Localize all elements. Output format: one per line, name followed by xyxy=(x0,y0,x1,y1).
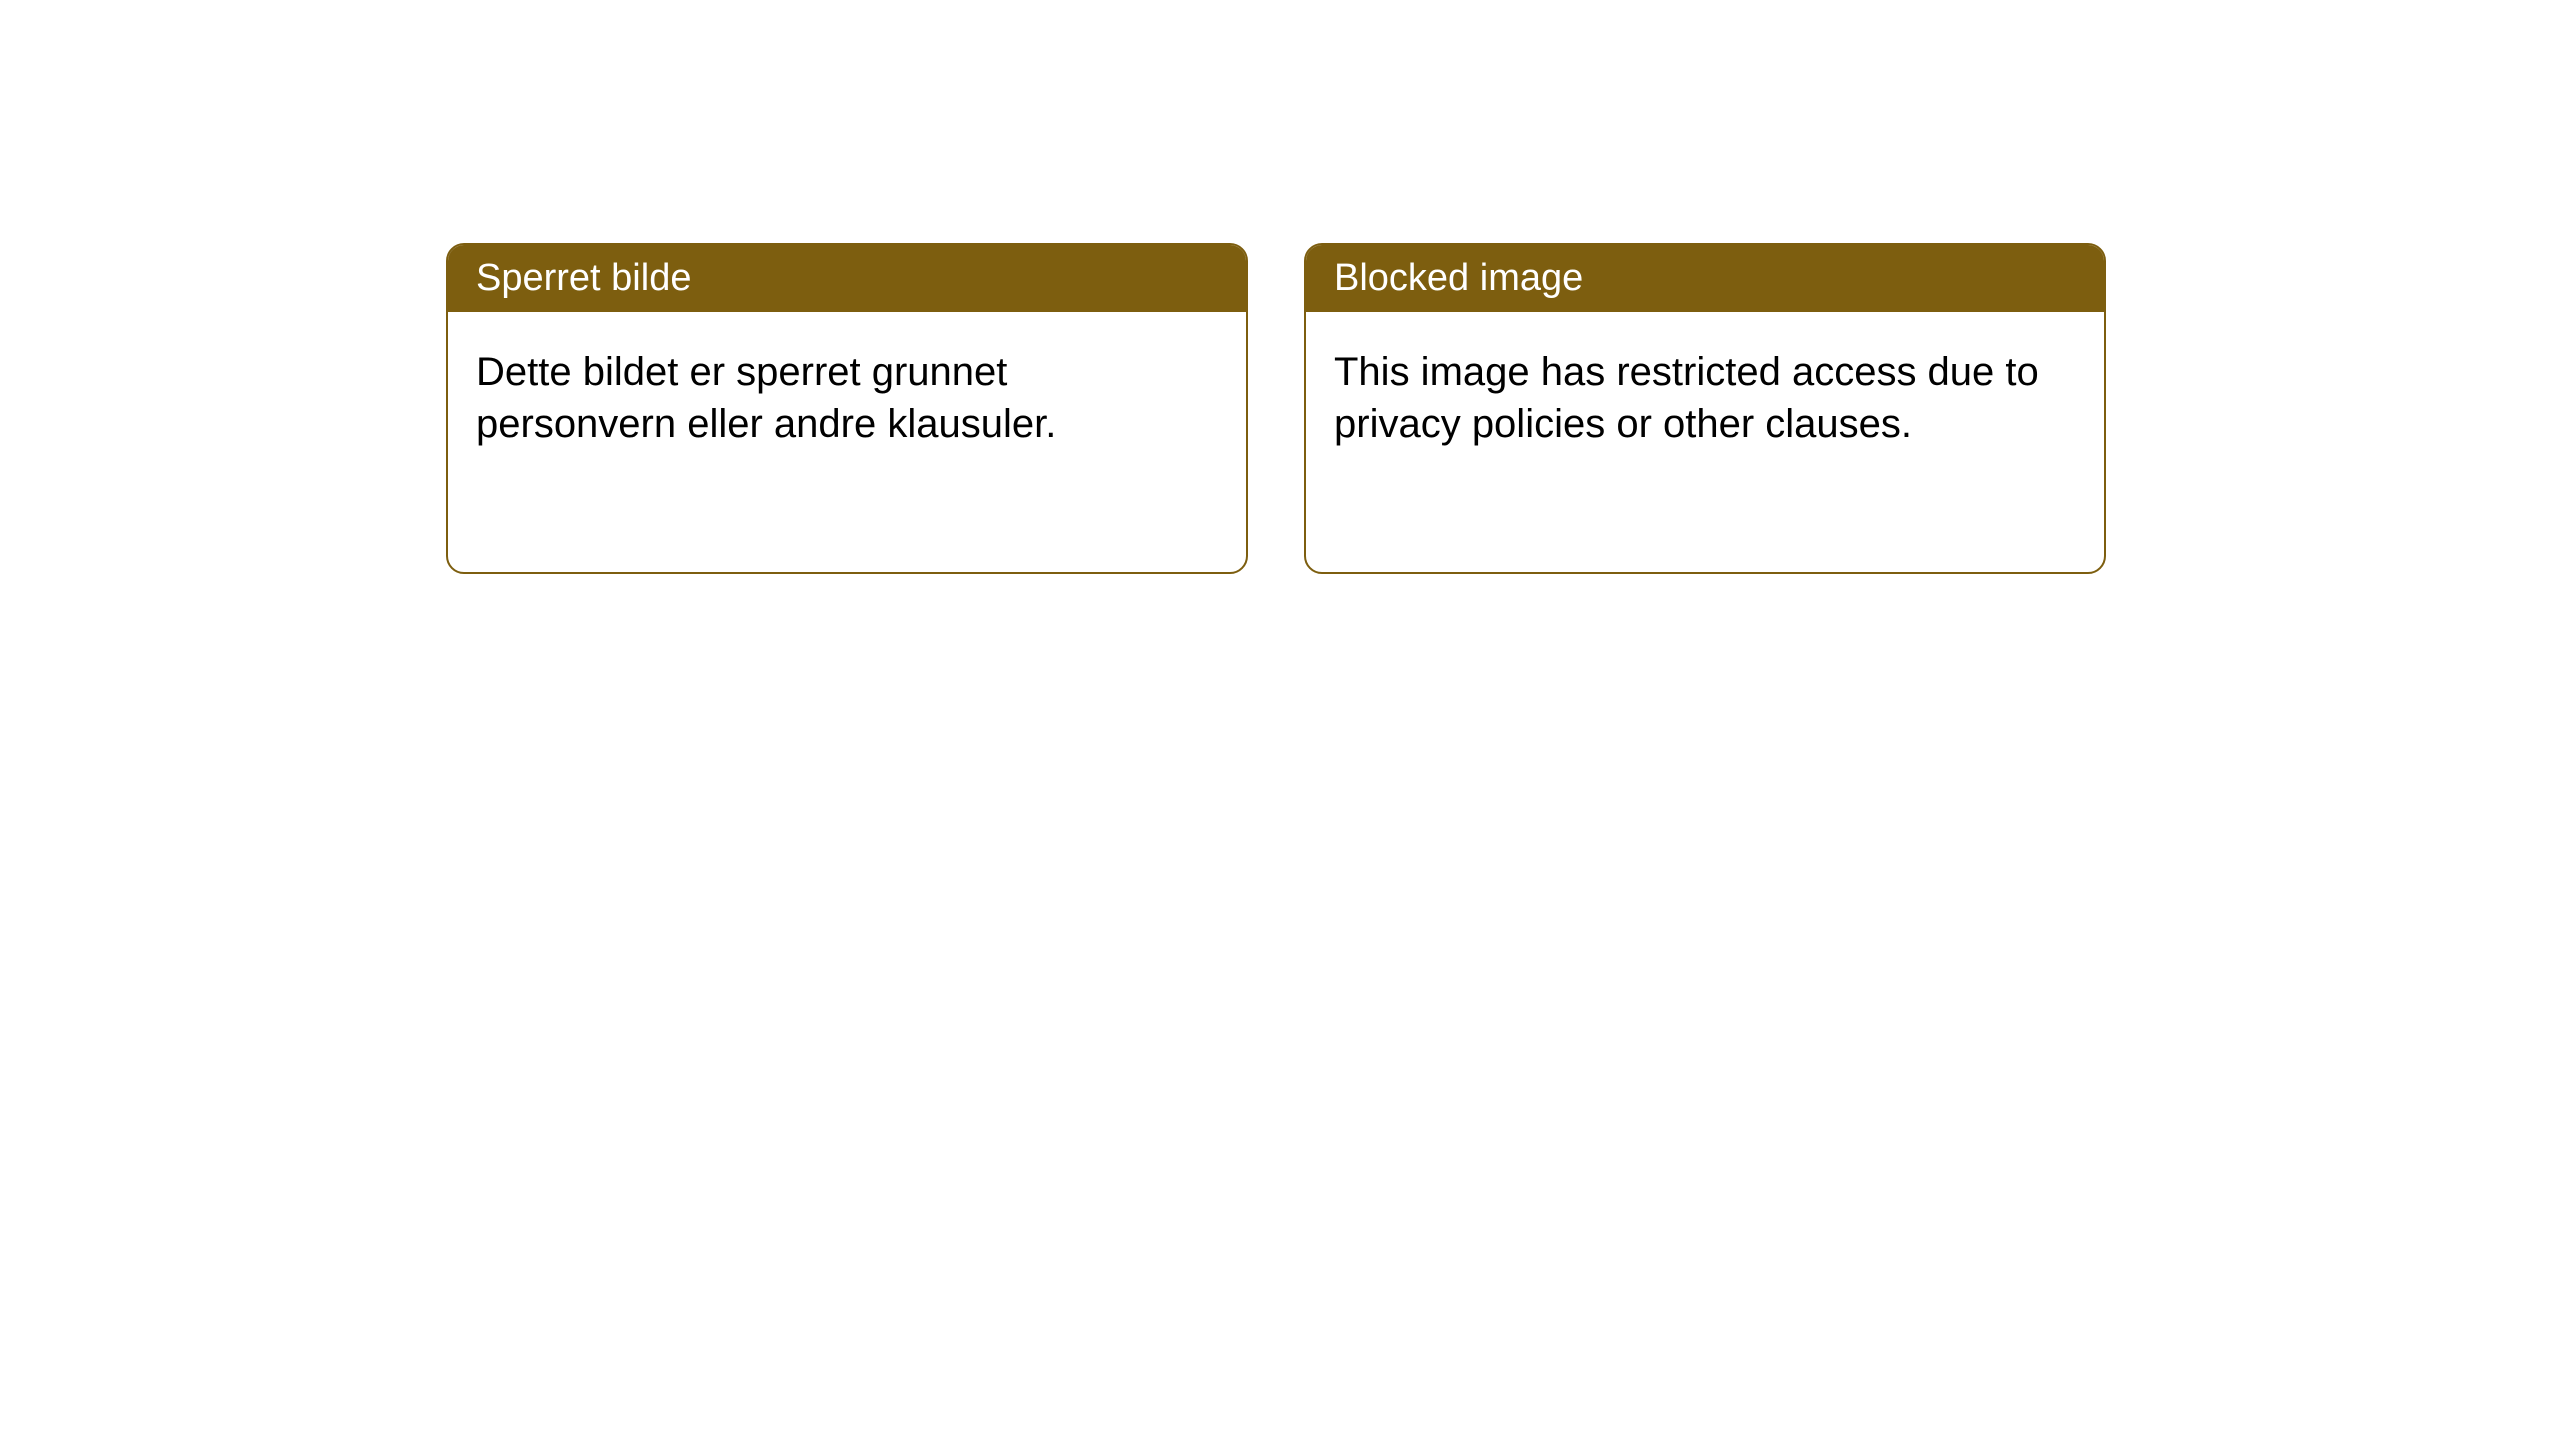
card-title: Blocked image xyxy=(1334,257,1583,299)
card-body: Dette bildet er sperret grunnet personve… xyxy=(448,312,1246,572)
card-message: This image has restricted access due to … xyxy=(1334,350,2039,446)
notice-container: Sperret bilde Dette bildet er sperret gr… xyxy=(0,0,2560,574)
card-header: Sperret bilde xyxy=(448,245,1246,312)
card-title: Sperret bilde xyxy=(476,257,691,299)
blocked-image-card-no: Sperret bilde Dette bildet er sperret gr… xyxy=(446,243,1248,574)
blocked-image-card-en: Blocked image This image has restricted … xyxy=(1304,243,2106,574)
card-message: Dette bildet er sperret grunnet personve… xyxy=(476,350,1056,446)
card-header: Blocked image xyxy=(1306,245,2104,312)
card-body: This image has restricted access due to … xyxy=(1306,312,2104,572)
